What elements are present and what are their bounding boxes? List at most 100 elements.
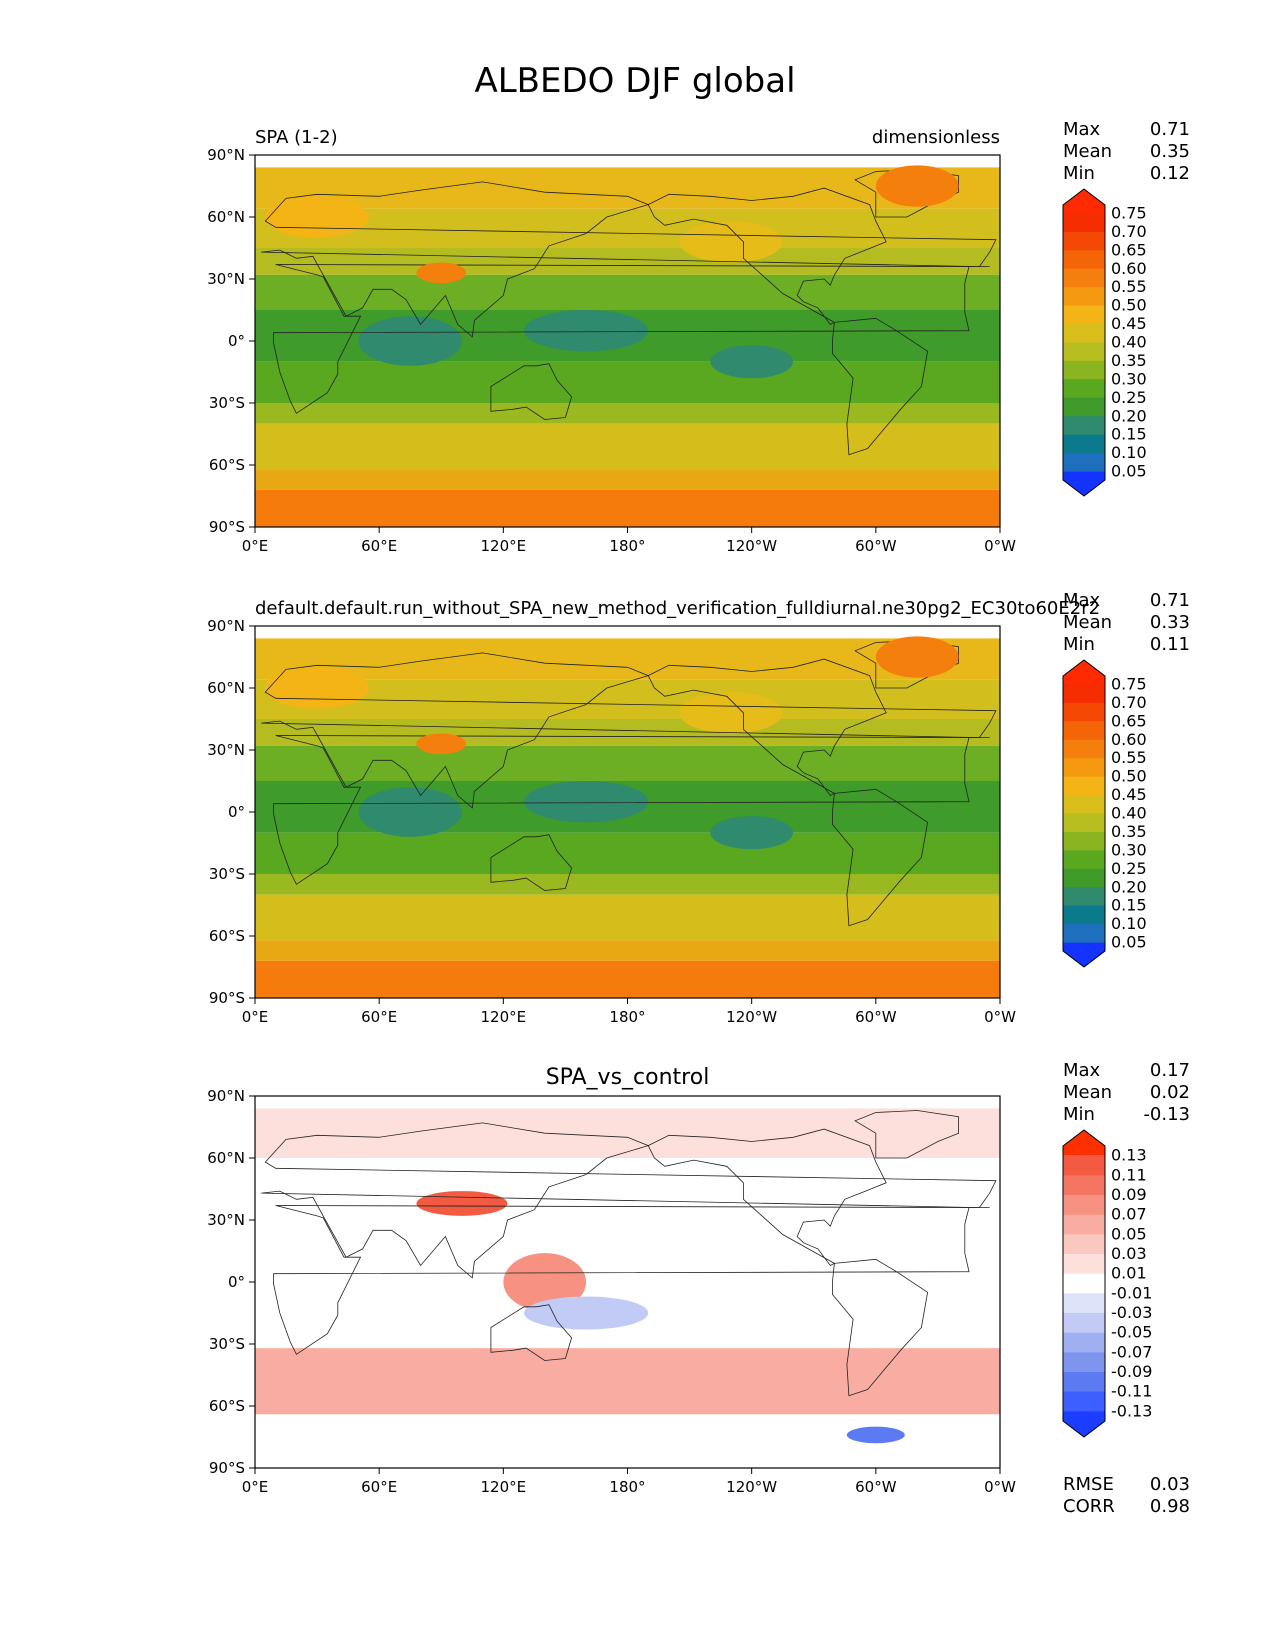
- colorbar-label: 0.25: [1111, 859, 1147, 878]
- albedo-band-southern-ocean: [255, 894, 1000, 941]
- albedo-band-subtropics-south: [255, 403, 1000, 424]
- albedo-band-trade-south: [255, 361, 1000, 403]
- lon-tick-label: 120°W: [726, 1008, 777, 1026]
- panels: SPA (1-2) dimensionless 90°N 60°N 30°N 0° 30°S…: [207, 119, 1190, 1517]
- colorbar-segment: [1063, 850, 1105, 870]
- colorbar-label: 0.30: [1111, 369, 1147, 388]
- colorbar-segment: [1063, 379, 1105, 399]
- lon-tick-label: 0°E: [242, 537, 269, 555]
- footer-stat-label: CORR: [1063, 1496, 1115, 1517]
- colorbar-label: 0.35: [1111, 351, 1147, 370]
- colorbar-segment: [1063, 739, 1105, 759]
- figure-title: ALBEDO DJF global: [474, 61, 795, 101]
- greenland-high: [875, 636, 959, 678]
- polar-missing-north: [255, 155, 1000, 168]
- lon-tick-label: 60°W: [855, 1008, 897, 1026]
- colorbar-label: 0.60: [1111, 730, 1147, 749]
- stat-value: 0.71: [1150, 119, 1190, 140]
- continent-outline: [490, 1304, 573, 1361]
- tibet-high: [416, 733, 467, 755]
- colorbar-segment: [1063, 213, 1105, 233]
- colorbar-extend-bottom: [1063, 942, 1105, 967]
- colorbar-label: 0.25: [1111, 388, 1147, 407]
- stat-label: Min: [1063, 163, 1095, 184]
- pacific-warm-pool-low: [524, 781, 649, 823]
- lon-tick-label: 180°: [609, 1008, 645, 1026]
- colorbar-label: 0.70: [1111, 693, 1147, 712]
- lon-tick-label: 120°E: [481, 1008, 527, 1026]
- continent-outline: [261, 1122, 997, 1279]
- colorbar-label: 0.10: [1111, 914, 1147, 933]
- colorbar-label: 0.75: [1111, 674, 1147, 693]
- colorbar-label: -0.05: [1111, 1323, 1152, 1342]
- albedo-band-trade-north: [255, 274, 1000, 310]
- colorbar-label: 0.55: [1111, 748, 1147, 767]
- colorbar-segment: [1063, 342, 1105, 362]
- stat-label: Max: [1063, 590, 1101, 611]
- colorbar-label: -0.03: [1111, 1303, 1152, 1322]
- albedo-band-trade-south: [255, 832, 1000, 874]
- colorbar-segment: [1063, 1273, 1105, 1294]
- colorbar-label: 0.70: [1111, 222, 1147, 241]
- colorbar-segment: [1063, 1175, 1105, 1196]
- lat-tick-label: 60°N: [207, 679, 245, 697]
- lat-tick-label: 90°N: [207, 617, 245, 635]
- lat-tick-label: 90°S: [209, 989, 245, 1007]
- stat-value: -0.13: [1143, 1104, 1190, 1125]
- pacific-warm-pool-low: [524, 310, 649, 352]
- polar-missing-north: [255, 626, 1000, 639]
- albedo-band-southern-ocean: [255, 423, 1000, 470]
- colorbar-segment: [1063, 758, 1105, 778]
- stat-label: Mean: [1063, 141, 1112, 162]
- albedo-band-antarctica: [255, 489, 1000, 527]
- colorbar-label: 0.10: [1111, 443, 1147, 462]
- stat-label: Mean: [1063, 612, 1112, 633]
- colorbar-label: 0.50: [1111, 296, 1147, 315]
- lat-tick-label: 0°: [228, 1273, 245, 1291]
- lon-tick-label: 0°E: [242, 1478, 269, 1496]
- lat-tick-label: 90°N: [207, 146, 245, 164]
- lon-tick-label: 120°W: [726, 1478, 777, 1496]
- lat-tick-label: 90°S: [209, 1459, 245, 1477]
- continent-outline: [832, 317, 929, 456]
- lon-tick-label: 120°E: [481, 537, 527, 555]
- colorbar-segment: [1063, 453, 1105, 473]
- albedo-band-sea-ice: [255, 469, 1000, 490]
- data-field: [255, 626, 1000, 998]
- lat-tick-label: 60°N: [207, 1149, 245, 1167]
- stat-value: 0.11: [1150, 634, 1190, 655]
- east-pacific-low: [710, 345, 794, 379]
- colorbar-segment: [1063, 1155, 1105, 1176]
- colorbar-segment: [1063, 868, 1105, 888]
- colorbar-label: 0.15: [1111, 896, 1147, 915]
- colorbar-label: 0.65: [1111, 711, 1147, 730]
- colorbar-extend-top: [1063, 189, 1105, 214]
- albedo-band-sea-ice: [255, 940, 1000, 961]
- colorbar-segment: [1063, 1372, 1105, 1393]
- colorbar-label: 0.40: [1111, 804, 1147, 823]
- continent-outline: [261, 652, 997, 809]
- colorbar-frame: [1062, 659, 1106, 968]
- data-field: [255, 155, 1000, 527]
- colorbar-label: 0.05: [1111, 1224, 1147, 1243]
- lon-tick-label: 60°W: [855, 537, 897, 555]
- continent-outline: [832, 1258, 929, 1397]
- lat-tick-label: 30°S: [209, 394, 245, 412]
- continent-outline: [854, 1110, 959, 1159]
- colorbar-label: 0.11: [1111, 1165, 1147, 1184]
- colorbar-label: 0.35: [1111, 822, 1147, 841]
- stat-value: 0.02: [1150, 1082, 1190, 1103]
- diff-blob-tibet: [416, 1191, 508, 1216]
- lat-tick-label: 30°N: [207, 741, 245, 759]
- colorbar-label: 0.05: [1111, 933, 1147, 952]
- colorbar-segment: [1063, 1332, 1105, 1353]
- colorbar-segment: [1063, 268, 1105, 288]
- colorbar-label: 0.20: [1111, 877, 1147, 896]
- colorbar-extend-bottom: [1063, 1411, 1105, 1437]
- colorbar-label: 0.75: [1111, 203, 1147, 222]
- lat-tick-label: 0°: [228, 803, 245, 821]
- colorbar-segment: [1063, 684, 1105, 704]
- colorbar-label: 0.55: [1111, 277, 1147, 296]
- colorbar-segment: [1063, 1391, 1105, 1412]
